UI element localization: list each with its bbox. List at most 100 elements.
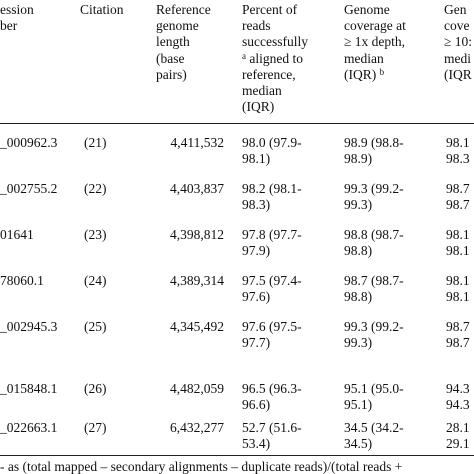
header-line: Genome [344, 2, 390, 17]
footnote-marker-b: b [379, 66, 385, 77]
cell-coverage-1x-line2: 99.3) [344, 335, 373, 350]
cell-coverage-10x-line2: 98.1 [446, 289, 470, 304]
cell-coverage-1x-line1: 99.3 (99.2- [344, 181, 404, 196]
cell-aligned-line1: 52.7 (51.6- [242, 420, 302, 435]
cell-coverage-1x-line1: 98.9 (98.8- [344, 135, 404, 150]
header-rule [0, 123, 474, 124]
cell-citation: (25) [84, 319, 107, 334]
cell-citation: (24) [84, 273, 107, 288]
header-line: aligned to [249, 50, 303, 66]
header-line: (IQR [444, 66, 472, 82]
header-line: reference, [242, 66, 296, 82]
cell-accession: _002755.2 [0, 181, 58, 196]
header-line: (IQR) [242, 99, 275, 115]
cell-aligned-line1: 97.6 (97.5- [242, 319, 302, 334]
header-line: medi [444, 50, 471, 66]
cell-aligned-line1: 96.5 (96.3- [242, 381, 302, 396]
cell-coverage-10x-line1: 98.7 [446, 181, 470, 196]
cell-genome-length: 4,403,837 [170, 181, 224, 196]
table-footnote: - as (total mapped – secondary alignment… [0, 459, 403, 474]
cell-genome-length: 4,482,059 [170, 381, 224, 396]
cell-accession: _000962.3 [0, 135, 58, 150]
header-line: ber [0, 18, 18, 34]
footnote-marker-a: a [242, 50, 246, 61]
cell-coverage-1x-line2: 34.5) [344, 436, 373, 451]
cell-aligned-line2: 97.9) [242, 243, 271, 258]
cell-genome-length: 4,345,492 [170, 319, 224, 334]
header-coverage-1x: Genome coverage at ≥ 1x depth, median (I… [344, 2, 406, 83]
cell-coverage-10x-line1: 94.3 [446, 381, 470, 396]
header-line: pairs) [156, 66, 187, 82]
cell-coverage-10x-line2: 98.3 [446, 151, 470, 166]
cell-coverage-1x-line1: 98.7 (98.7- [344, 273, 404, 288]
cell-coverage-1x-line2: 95.1) [344, 397, 373, 412]
cell-coverage-10x-line2: 98.7 [446, 197, 470, 212]
header-line: Percent of [242, 2, 298, 17]
cell-aligned-line2: 98.1) [242, 151, 271, 166]
cell-genome-length: 4,398,812 [170, 227, 224, 242]
header-line: genome [156, 18, 199, 34]
cell-coverage-10x-line1: 28.1 [446, 420, 470, 435]
cell-coverage-10x-line1: 98.1 [446, 273, 470, 288]
header-line: Gen [444, 2, 467, 17]
cell-aligned-line2: 53.4) [242, 436, 271, 451]
header-percent-aligned: Percent of reads successfully a aligned … [242, 2, 308, 115]
cell-aligned-line2: 96.6) [242, 397, 271, 412]
bottom-rule [0, 455, 474, 456]
cell-aligned-line1: 97.5 (97.4- [242, 273, 302, 288]
cell-genome-length: 4,411,532 [170, 135, 225, 150]
header-line: successfully [242, 34, 308, 50]
header-line: cove [444, 18, 470, 34]
header-line: ≥ 10: [444, 34, 473, 50]
cell-coverage-1x-line2: 99.3) [344, 197, 373, 212]
cell-aligned-line2: 98.3) [242, 197, 271, 212]
cell-coverage-10x-line2: 98.7 [446, 335, 470, 350]
header-line: ession [0, 2, 34, 17]
cell-accession: 78060.1 [0, 273, 44, 288]
header-line: (base [156, 50, 185, 66]
cell-coverage-10x-line1: 98.1 [446, 227, 470, 242]
cell-coverage-10x-line2: 98.1 [446, 243, 470, 258]
cell-citation: (26) [84, 381, 107, 396]
cell-coverage-1x-line1: 95.1 (95.0- [344, 381, 404, 396]
header-line: Reference [156, 2, 211, 17]
header-line-with-footnote: (IQR) b [344, 67, 406, 83]
cell-aligned-line2: 97.6) [242, 289, 271, 304]
cell-coverage-10x-line2: 29.1 [446, 436, 470, 451]
header-line: reads [242, 18, 271, 34]
cell-accession: _002945.3 [0, 319, 58, 334]
cell-accession: _015848.1 [0, 381, 58, 396]
header-line: ≥ 1x depth, [344, 34, 406, 50]
header-line: median [242, 83, 282, 99]
cell-genome-length: 4,389,314 [170, 273, 224, 288]
cell-coverage-1x-line2: 98.8) [344, 289, 373, 304]
cell-coverage-1x-line2: 98.8) [344, 243, 373, 258]
header-accession: ession ber [0, 2, 34, 34]
cell-accession: _022663.1 [0, 420, 58, 435]
header-line: Citation [80, 2, 124, 17]
cell-coverage-10x-line1: 98.7 [446, 319, 470, 334]
cell-coverage-1x-line1: 98.8 (98.7- [344, 227, 404, 242]
cell-coverage-1x-line1: 99.3 (99.2- [344, 319, 404, 334]
header-coverage-10x: Gen cove ≥ 10: medi (IQR [444, 2, 472, 83]
header-line-with-footnote: a aligned to [242, 51, 308, 67]
cell-accession: 01641 [0, 227, 34, 242]
cell-aligned-line1: 97.8 (97.7- [242, 227, 302, 242]
header-citation: Citation [80, 2, 124, 18]
cell-coverage-10x-line2: 94.3 [446, 397, 470, 412]
header-line: (IQR) [344, 66, 377, 82]
cell-aligned-line2: 97.7) [242, 335, 271, 350]
cell-coverage-1x-line2: 98.9) [344, 151, 373, 166]
cell-aligned-line1: 98.2 (98.1- [242, 181, 302, 196]
cell-genome-length: 6,432,277 [170, 420, 224, 435]
cell-citation: (22) [84, 181, 107, 196]
header-line: length [156, 34, 190, 50]
cell-citation: (23) [84, 227, 107, 242]
header-genome-length: Reference genome length (base pairs) [156, 2, 211, 83]
cell-citation: (27) [84, 420, 107, 435]
cell-coverage-10x-line1: 98.1 [446, 135, 470, 150]
cell-citation: (21) [84, 135, 107, 150]
header-line: median [344, 50, 384, 66]
cell-aligned-line1: 98.0 (97.9- [242, 135, 302, 150]
